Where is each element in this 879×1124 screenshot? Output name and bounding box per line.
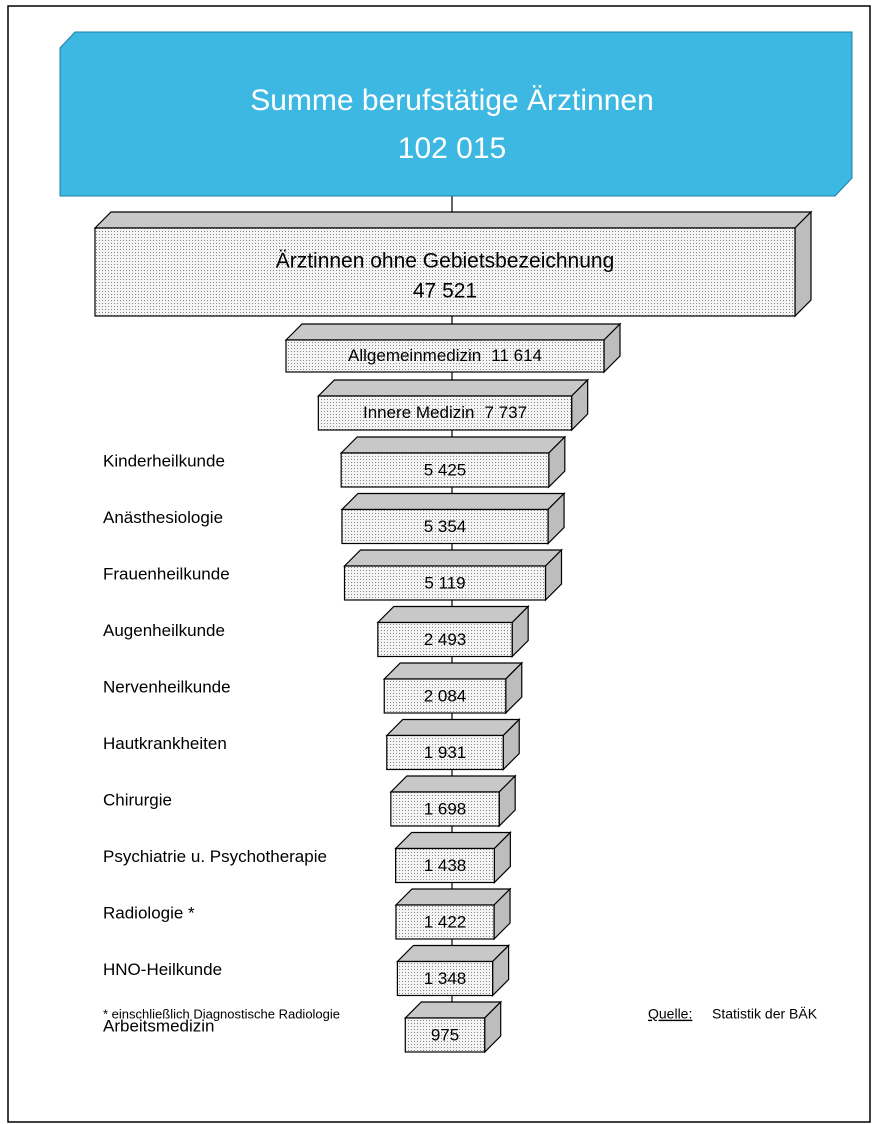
bar-top bbox=[343, 549, 563, 567]
value-label: 1 698 bbox=[424, 799, 467, 818]
source-label: Quelle: bbox=[648, 1006, 692, 1022]
bar bbox=[94, 227, 796, 317]
category-label: Arbeitsmedizin bbox=[103, 1016, 215, 1035]
value-label: 1 931 bbox=[424, 743, 467, 762]
total-label: 102 015 bbox=[398, 132, 506, 165]
value-label: 7 737 bbox=[484, 403, 527, 422]
bar bbox=[340, 452, 550, 488]
category-label: Radiologie * bbox=[103, 903, 195, 922]
bar-top bbox=[395, 944, 511, 963]
category-label: Innere Medizin bbox=[363, 403, 475, 422]
total-box bbox=[59, 31, 853, 197]
bar bbox=[377, 621, 513, 658]
value-label: 2 493 bbox=[424, 630, 467, 649]
bar-top bbox=[340, 492, 566, 511]
bar-top bbox=[339, 436, 567, 454]
bar-label: Allgemeinmedizin 11 614 bbox=[348, 346, 542, 365]
chart-title: Summe berufstätige Ärztinnen bbox=[250, 84, 654, 117]
bar bbox=[404, 1017, 486, 1053]
value-label: 1 438 bbox=[424, 856, 467, 875]
bar-top bbox=[389, 775, 517, 793]
source: Statistik der BÄK bbox=[712, 1006, 818, 1022]
bar-top bbox=[394, 831, 512, 850]
bar bbox=[343, 565, 547, 601]
category-label: Psychiatrie u. Psychotherapie bbox=[103, 847, 327, 866]
bar bbox=[395, 847, 495, 884]
category-label: HNO-Heilkunde bbox=[103, 960, 222, 979]
bar-top bbox=[376, 605, 530, 624]
bar bbox=[386, 734, 504, 771]
footnote: * einschließlich Diagnostische Radiologi… bbox=[103, 1006, 340, 1021]
category-label: Kinderheilkunde bbox=[103, 451, 225, 470]
frame bbox=[7, 5, 871, 1123]
bar-top bbox=[93, 211, 813, 229]
bar-top bbox=[385, 718, 521, 737]
bar bbox=[317, 395, 573, 431]
category-label: Ärztinnen ohne Gebietsbezeichnung bbox=[276, 250, 615, 273]
category-label: Anästhesiologie bbox=[103, 508, 223, 527]
bar bbox=[285, 339, 605, 373]
category-label: Chirurgie bbox=[103, 790, 172, 809]
bar-side bbox=[794, 210, 812, 318]
category-label: Frauenheilkunde bbox=[103, 564, 230, 583]
value-label: 1 348 bbox=[424, 969, 467, 988]
bar bbox=[396, 960, 494, 997]
bar-top bbox=[284, 323, 622, 341]
bar-label: Innere Medizin 7 737 bbox=[363, 403, 527, 422]
value-label: 5 425 bbox=[424, 460, 467, 479]
value-label: 2 084 bbox=[424, 686, 467, 705]
value-label: 5 354 bbox=[424, 517, 467, 536]
value-label: 11 614 bbox=[491, 346, 542, 365]
bar bbox=[395, 904, 495, 940]
bar bbox=[383, 678, 507, 714]
value-label: 1 422 bbox=[424, 912, 467, 931]
category-label: Nervenheilkunde bbox=[103, 677, 231, 696]
value-label: 5 119 bbox=[424, 573, 465, 592]
category-label: Allgemeinmedizin bbox=[348, 346, 481, 365]
category-label: Hautkrankheiten bbox=[103, 734, 227, 753]
bar bbox=[390, 791, 500, 827]
bar-top bbox=[382, 662, 524, 680]
bar bbox=[341, 508, 549, 545]
bar-top bbox=[394, 888, 512, 906]
bar-top bbox=[316, 379, 590, 397]
value-label: 975 bbox=[431, 1025, 459, 1044]
value-label: 47 521 bbox=[413, 280, 477, 303]
category-label: Augenheilkunde bbox=[103, 621, 225, 640]
